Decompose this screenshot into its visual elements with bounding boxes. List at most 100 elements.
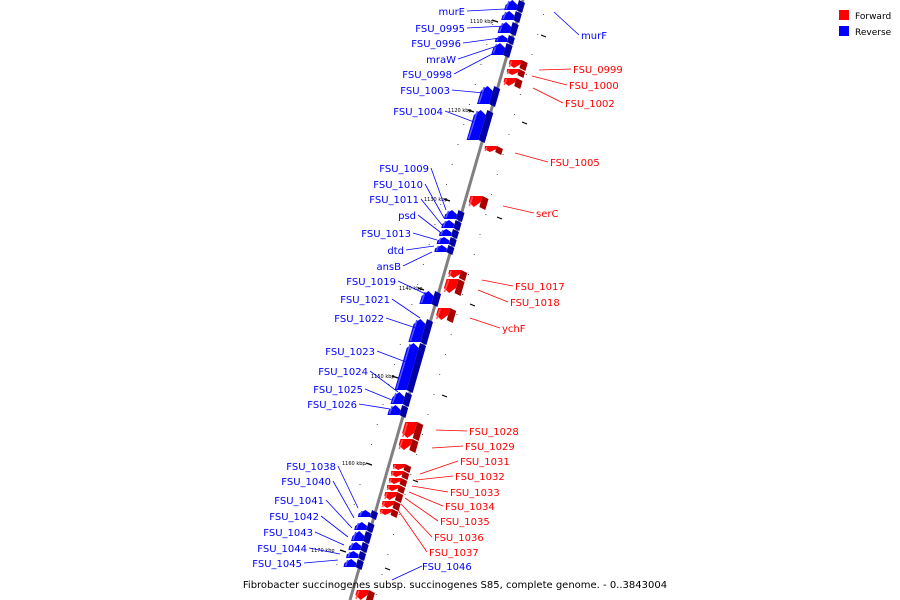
gene-glyph-body	[434, 245, 447, 252]
minor-tick-dot	[451, 164, 453, 165]
minor-tick-dot	[446, 184, 447, 185]
minor-tick-dot	[388, 384, 390, 385]
reverse-gene-label: ansB	[376, 262, 401, 273]
forward-gene-label: FSU_1017	[515, 282, 565, 293]
gene-glyph-body	[348, 542, 362, 550]
gene-glyph-highlight	[349, 542, 354, 550]
reverse-gene-glyph	[390, 392, 412, 407]
forward-gene-glyph	[392, 464, 412, 473]
gene-glyph-shade	[431, 291, 442, 307]
forward-gene-label: ychF	[502, 324, 526, 335]
gene-glyph-body	[441, 220, 455, 228]
reverse-gene-leader	[453, 52, 495, 75]
minor-tick-dot	[519, 94, 521, 95]
kbp-tick-label: 1130 kbp	[424, 197, 448, 203]
gene-glyph-highlight	[435, 308, 441, 320]
minor-tick-dot	[365, 464, 367, 465]
forward-gene-leader	[502, 205, 535, 214]
gene-glyph-highlight	[398, 439, 404, 450]
legend-label-forward: Forward	[855, 12, 891, 22]
gene-glyph-body	[346, 551, 359, 558]
gene-glyph-highlight	[388, 405, 393, 415]
minor-tick-dot	[480, 64, 482, 65]
legend-swatch-forward	[839, 10, 849, 20]
minor-tick-dot	[531, 54, 533, 55]
forward-gene-leader	[538, 68, 572, 71]
minor-tick-dot	[387, 554, 389, 555]
minor-tick-dot	[457, 144, 459, 145]
reverse-gene-leader	[402, 251, 433, 267]
forward-gene-glyph	[388, 478, 408, 487]
minor-tick-dot	[468, 274, 469, 275]
minor-tick-dot	[492, 24, 494, 25]
gene-glyph-body	[443, 210, 458, 219]
reverse-gene-glyph	[357, 510, 378, 520]
minor-tick-dot	[434, 224, 436, 225]
reverse-gene-label: FSU_1011	[369, 195, 419, 206]
gene-glyph-shade	[390, 509, 399, 518]
forward-gene-glyph	[508, 60, 528, 71]
forward-gene-label: FSU_1005	[550, 158, 600, 169]
reverse-gene-leader	[457, 45, 498, 60]
kbp-tick-mark	[417, 287, 425, 291]
forward-gene-leader	[400, 503, 433, 538]
reverse-gene-label: FSU_1022	[334, 314, 384, 325]
gene-glyph-highlight	[484, 146, 488, 152]
gene-glyph-highlight	[388, 478, 392, 484]
forward-gene-label: FSU_1034	[445, 502, 495, 513]
gene-glyph-shade	[420, 319, 433, 345]
forward-gene-label: serC	[536, 209, 558, 220]
reverse-gene-glyph	[501, 11, 522, 23]
gene-glyph-highlight	[505, 0, 510, 10]
gene-glyph-highlight	[468, 196, 474, 207]
reverse-gene-glyph	[439, 229, 459, 239]
reverse-gene-glyph	[466, 110, 494, 143]
gene-glyph-highlight	[381, 501, 386, 508]
gene-glyph-shade	[513, 11, 522, 23]
forward-gene-glyph	[390, 471, 410, 480]
gene-glyph-body	[466, 110, 486, 140]
minor-tick-dot	[433, 394, 435, 395]
reverse-gene-leader	[337, 465, 359, 509]
gene-glyph-highlight	[443, 279, 450, 293]
minor-tick-dot	[416, 454, 418, 455]
reverse-gene-glyph	[491, 43, 513, 58]
minor-tick-dot	[439, 374, 441, 375]
minor-tick-dot	[399, 344, 401, 345]
reverse-gene-glyph	[387, 405, 409, 418]
forward-gene-leader	[408, 491, 444, 507]
kbp-tick-label: 1140 kbp	[399, 286, 423, 292]
gene-glyph-highlight	[347, 551, 351, 558]
gene-glyph-body	[419, 291, 434, 304]
forward-gene-glyph	[379, 509, 399, 518]
forward-gene-label: murF	[581, 31, 607, 42]
gene-glyph-shade	[406, 343, 427, 393]
reverse-gene-label: dtd	[387, 246, 404, 257]
minor-tick-dot	[371, 444, 372, 445]
reverse-gene-label: FSU_1010	[373, 180, 423, 191]
gene-glyph-shade	[401, 471, 410, 480]
forward-gene-leader	[411, 485, 449, 493]
kbp-tick-mark	[467, 109, 475, 113]
minor-tick-dot	[375, 594, 377, 595]
reverse-gene-label: FSU_0998	[402, 70, 452, 81]
minor-tick-dot	[479, 234, 481, 235]
forward-gene-leader	[481, 279, 514, 287]
gene-glyph-highlight	[379, 509, 383, 515]
reverse-gene-label: FSU_1013	[361, 229, 411, 240]
forward-gene-glyph	[443, 279, 465, 296]
gene-glyph-body	[477, 86, 493, 104]
gene-glyph-highlight	[391, 392, 397, 404]
reverse-gene-glyph	[351, 531, 372, 544]
gene-glyph-shade	[516, 0, 525, 13]
kbp-tick-mark	[469, 303, 476, 307]
minor-tick-dot	[427, 414, 429, 415]
gene-glyph-shade	[399, 478, 408, 487]
reverse-gene-label: FSU_1024	[318, 367, 368, 378]
gene-glyph-highlight	[392, 464, 396, 470]
reverse-gene-label: FSU_1003	[400, 86, 450, 97]
minor-tick-dot	[330, 584, 332, 585]
reverse-gene-label: FSU_0996	[411, 39, 461, 50]
gene-glyph-highlight	[498, 22, 504, 33]
reverse-gene-leader	[358, 403, 391, 410]
